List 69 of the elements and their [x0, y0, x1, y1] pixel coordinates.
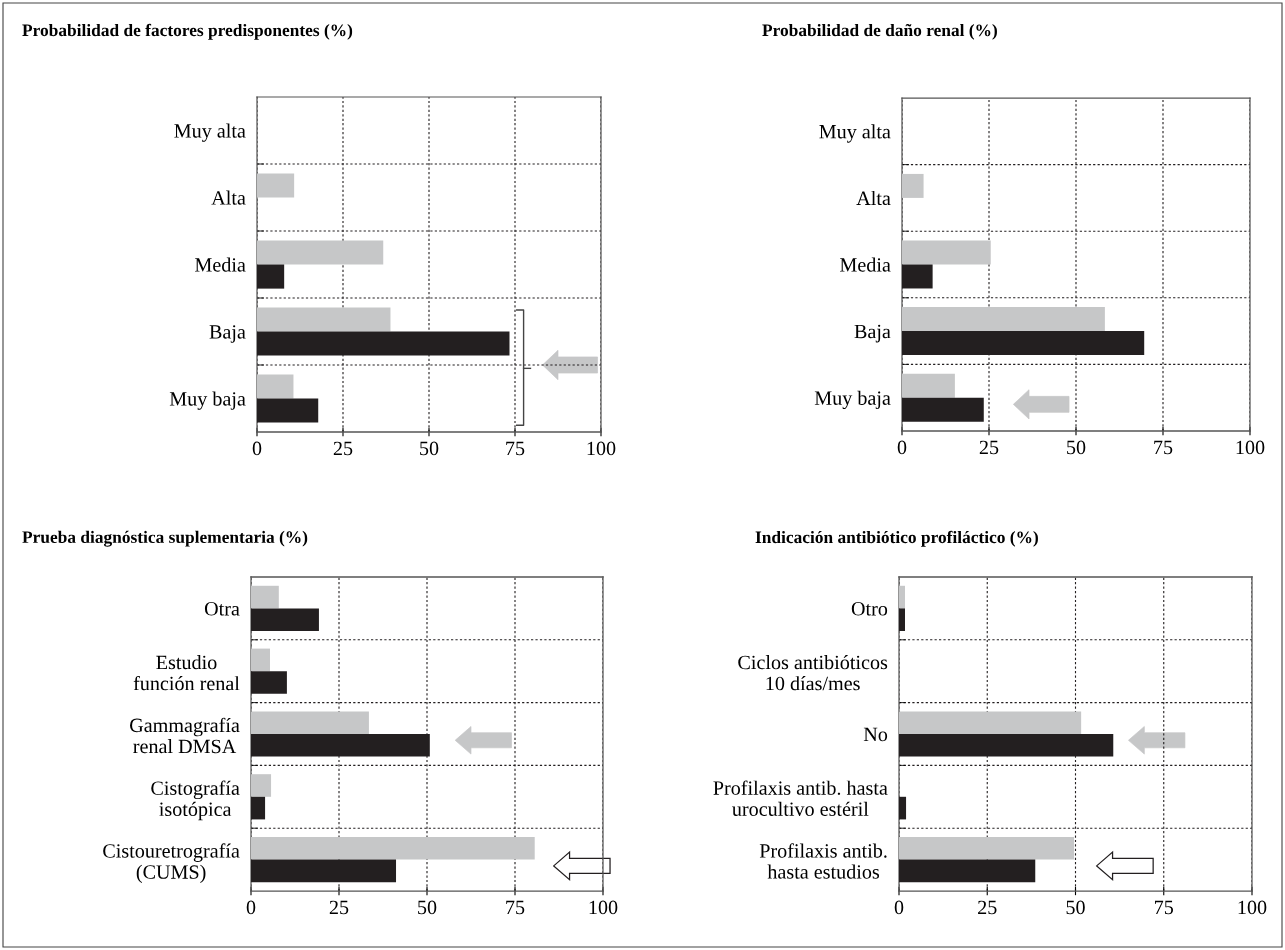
bar: [902, 373, 955, 398]
x-tick-label: 0: [894, 900, 904, 915]
chart-title: Indicación antibiótico profiláctico (%): [755, 530, 1038, 547]
x-tick-label: 0: [252, 441, 262, 456]
bar: [902, 264, 933, 289]
bar: [251, 608, 319, 632]
y-tick-label: Estudio función renal: [133, 655, 240, 691]
x-tick-label: 50: [418, 900, 437, 915]
y-tick-label: Alta: [211, 190, 246, 205]
y-tick-label: Muy alta: [174, 123, 246, 142]
bar: [251, 585, 279, 609]
y-tick-label: Muy baja: [169, 391, 246, 410]
chart-title: Probabilidad de factores predisponentes (%): [22, 23, 353, 40]
y-tick-label: No: [863, 727, 888, 742]
y-tick-label: Baja: [209, 325, 246, 343]
x-tick-label: 75: [1154, 440, 1173, 455]
x-tick-label: 50: [1067, 440, 1086, 455]
y-tick-label: Otro: [851, 602, 888, 616]
bar: [899, 836, 1075, 860]
y-tick-label: Baja: [854, 324, 891, 343]
y-tick-label: Profilaxis antib. hasta estudios: [759, 843, 887, 879]
x-tick-label: 100: [589, 900, 618, 915]
x-tick-label: 75: [506, 900, 525, 915]
x-tick-label: 50: [1066, 900, 1085, 915]
x-tick-label: 25: [329, 900, 349, 915]
y-tick-label: Alta: [856, 190, 891, 206]
chart-title: Prueba diagnóstica suplementaria (%): [22, 530, 308, 547]
bar: [257, 264, 285, 289]
bar: [899, 608, 905, 632]
bar: [251, 836, 535, 860]
bar: [251, 648, 271, 672]
bar: [899, 796, 907, 820]
x-tick-label: 75: [506, 441, 525, 456]
y-tick-label: Ciclos antibióticos 10 días/mes: [738, 655, 888, 691]
bar: [257, 240, 384, 265]
bar: [902, 240, 991, 265]
bar: [257, 173, 295, 198]
x-tick-label: 100: [1238, 900, 1267, 915]
y-tick-label: Profilaxis antib. hasta urocultivo estéril: [713, 780, 888, 816]
y-tick-label: Media: [840, 257, 891, 272]
y-tick-label: Muy alta: [819, 124, 891, 143]
chart-title: Probabilidad de daño renal (%): [762, 23, 997, 40]
bar: [251, 711, 369, 734]
y-tick-label: Gammagrafía renal DMSA: [130, 717, 240, 754]
bar: [899, 711, 1082, 734]
x-tick-label: 0: [246, 900, 256, 915]
x-tick-label: 25: [978, 900, 997, 915]
x-tick-label: 100: [587, 441, 616, 456]
y-tick-label: Media: [195, 257, 246, 272]
bar: [257, 398, 319, 423]
bar: [899, 585, 905, 609]
x-tick-label: 25: [333, 441, 353, 456]
bar: [251, 796, 266, 820]
y-tick-label: Muy baja: [814, 390, 891, 410]
y-tick-label: Cistouretrografía (CUMS): [103, 843, 240, 883]
bar: [902, 397, 984, 422]
bar: [902, 173, 924, 198]
x-tick-label: 75: [1155, 900, 1174, 915]
bar: [902, 307, 1105, 332]
x-tick-label: 100: [1236, 440, 1265, 455]
x-tick-label: 50: [420, 441, 439, 456]
bar: [257, 307, 391, 332]
y-tick-label: Cistografía isotópica: [151, 780, 240, 821]
y-tick-label: Otra: [204, 602, 240, 616]
x-tick-label: 25: [979, 440, 999, 455]
bar: [257, 374, 294, 399]
x-tick-label: 0: [897, 440, 907, 455]
bar: [251, 671, 287, 694]
bar: [251, 774, 272, 797]
